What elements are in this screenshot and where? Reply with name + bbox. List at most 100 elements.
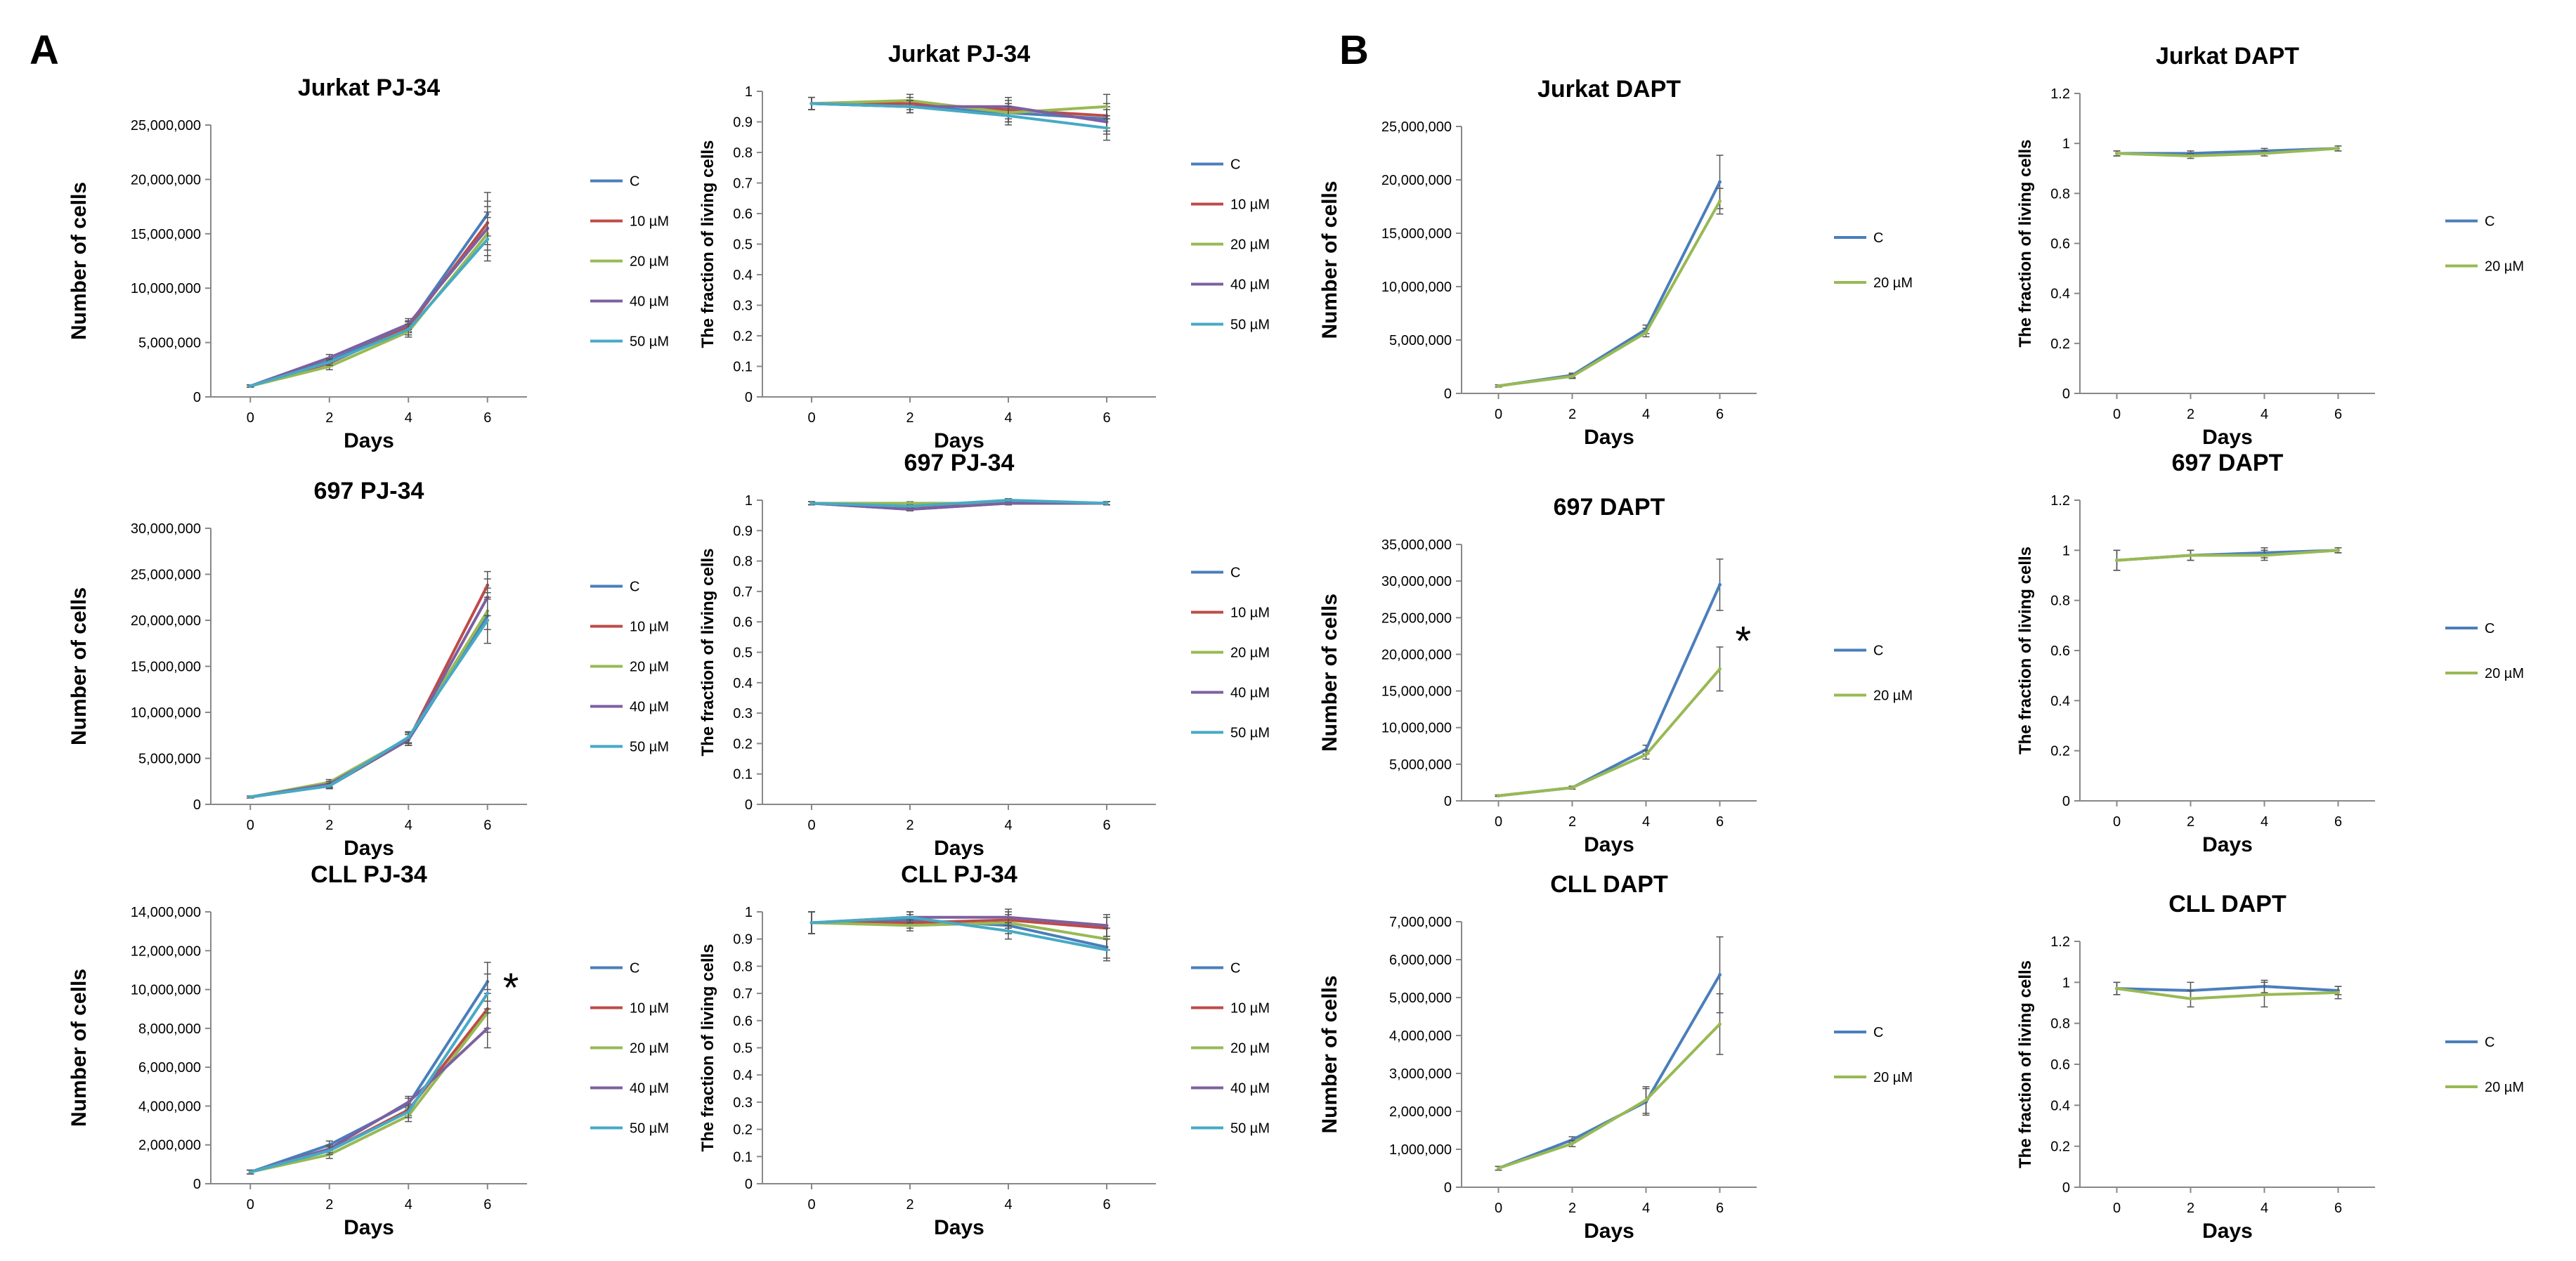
x-tick-label: 2 bbox=[325, 410, 333, 426]
data-point bbox=[1105, 126, 1109, 130]
y-tick-label: 5,000,000 bbox=[138, 752, 201, 767]
series-line bbox=[811, 499, 1107, 508]
series-line bbox=[811, 102, 1107, 130]
data-point bbox=[1006, 498, 1010, 502]
x-tick-label: 6 bbox=[483, 818, 491, 833]
x-tick-label: 0 bbox=[807, 818, 815, 833]
y-tick-label: 10,000,000 bbox=[1381, 280, 1452, 295]
series-line bbox=[249, 992, 489, 1174]
x-tick-label: 2 bbox=[906, 818, 913, 833]
legend-label: 50 µM bbox=[630, 334, 669, 350]
series-line bbox=[2116, 985, 2338, 992]
chart-10: CLL DAPT 0 1,000,000 2,000,000 3,000,000 4,00… bbox=[1318, 871, 1913, 1243]
y-tick-label: 1 bbox=[2062, 136, 2070, 152]
chart-0: Jurkat PJ-34 0 5,000,000 10,000,000 15,000,0… bbox=[67, 74, 669, 452]
y-tick-label: 0.6 bbox=[2050, 1057, 2070, 1073]
y-tick-label: 2,000,000 bbox=[138, 1138, 201, 1154]
legend-label: 50 µM bbox=[1230, 726, 1270, 741]
series-line bbox=[249, 610, 489, 799]
series-20M bbox=[1495, 993, 1724, 1171]
x-tick-label: 6 bbox=[1716, 814, 1724, 830]
series-line bbox=[811, 915, 1107, 952]
chart-title: 697 PJ-34 bbox=[314, 478, 424, 504]
x-axis-label: Days bbox=[1584, 1220, 1634, 1243]
y-tick-label: 0 bbox=[2062, 1180, 2070, 1196]
y-tick-label: 30,000,000 bbox=[131, 521, 201, 537]
x-tick-label: 4 bbox=[1004, 818, 1012, 833]
y-tick-label: 10,000,000 bbox=[131, 705, 201, 721]
data-point bbox=[1644, 752, 1648, 757]
y-tick-label: 0.1 bbox=[733, 360, 753, 375]
panel-label-b: B bbox=[1339, 27, 1369, 73]
y-tick-label: 0.6 bbox=[2050, 643, 2070, 659]
y-tick-label: 0.2 bbox=[2050, 744, 2070, 759]
x-tick-label: 0 bbox=[247, 1197, 254, 1213]
y-tick-label: 7,000,000 bbox=[1389, 915, 1452, 930]
series-40M bbox=[247, 206, 491, 388]
data-point bbox=[406, 1110, 410, 1114]
x-tick-label: 0 bbox=[1495, 1201, 1502, 1216]
y-axis-label: Number of cells bbox=[1318, 181, 1341, 339]
legend-label: 40 µM bbox=[630, 294, 669, 310]
y-tick-label: 20,000,000 bbox=[131, 613, 201, 629]
x-axis-label: Days bbox=[1584, 426, 1634, 449]
series-line bbox=[249, 1027, 489, 1174]
data-point bbox=[486, 237, 490, 242]
y-tick-label: 0.2 bbox=[733, 1123, 753, 1138]
series-50M bbox=[247, 216, 491, 388]
y-tick-label: 1 bbox=[2062, 975, 2070, 991]
series-20M bbox=[2113, 145, 2342, 159]
y-tick-label: 15,000,000 bbox=[1381, 684, 1452, 700]
legend-label: 10 µM bbox=[630, 1001, 669, 1017]
series-10M bbox=[247, 570, 491, 799]
y-tick-label: 0 bbox=[1444, 794, 1452, 809]
legend-label: 50 µM bbox=[630, 1121, 669, 1137]
series-20M bbox=[2113, 981, 2342, 1008]
series-20M bbox=[1495, 646, 1724, 798]
legend-label: C bbox=[1230, 961, 1240, 976]
y-tick-label: 14,000,000 bbox=[131, 905, 201, 920]
data-point bbox=[1497, 794, 1500, 798]
data-point bbox=[2336, 548, 2340, 552]
series-line bbox=[249, 981, 489, 1174]
y-tick-label: 5,000,000 bbox=[138, 336, 201, 351]
x-tick-label: 0 bbox=[807, 410, 815, 426]
series-line bbox=[249, 619, 489, 799]
y-tick-label: 0.5 bbox=[733, 237, 753, 253]
series-line bbox=[249, 222, 489, 388]
y-tick-label: 0.8 bbox=[733, 959, 753, 974]
x-tick-label: 2 bbox=[1568, 1201, 1576, 1216]
legend-label: 50 µM bbox=[1230, 1121, 1270, 1137]
y-axis-label: The fraction of living cells bbox=[2016, 960, 2035, 1168]
series-line bbox=[1497, 1023, 1721, 1170]
y-tick-label: 5,000,000 bbox=[1389, 333, 1452, 348]
data-point bbox=[2336, 991, 2340, 995]
y-tick-label: 1 bbox=[745, 493, 753, 509]
y-tick-label: 0.5 bbox=[733, 1041, 753, 1057]
y-tick-label: 0 bbox=[745, 797, 753, 813]
series-line bbox=[2116, 549, 2338, 562]
y-tick-label: 20,000,000 bbox=[1381, 173, 1452, 188]
data-point bbox=[327, 360, 332, 364]
x-axis-label: Days bbox=[344, 837, 394, 860]
y-tick-label: 12,000,000 bbox=[131, 943, 201, 959]
y-tick-label: 0.2 bbox=[2050, 1139, 2070, 1155]
series-20M bbox=[247, 993, 491, 1175]
legend-label: 20 µM bbox=[2485, 259, 2524, 275]
legend-label: 40 µM bbox=[1230, 1081, 1270, 1097]
chart-title: 697 DAPT bbox=[2172, 450, 2284, 476]
y-tick-label: 15,000,000 bbox=[131, 227, 201, 242]
y-tick-label: 0.3 bbox=[733, 299, 753, 314]
series-C bbox=[1495, 936, 1724, 1171]
x-tick-label: 4 bbox=[405, 410, 412, 426]
legend-label: 20 µM bbox=[1873, 1070, 1913, 1085]
data-point bbox=[908, 501, 912, 505]
data-point bbox=[1105, 948, 1109, 952]
y-tick-label: 0.2 bbox=[733, 329, 753, 344]
series-line bbox=[1498, 667, 1722, 797]
legend-label: 20 µM bbox=[630, 1041, 669, 1057]
legend-label: 20 µM bbox=[2485, 666, 2524, 681]
y-axis-label: The fraction of living cells bbox=[698, 140, 717, 348]
data-point bbox=[1644, 330, 1648, 334]
